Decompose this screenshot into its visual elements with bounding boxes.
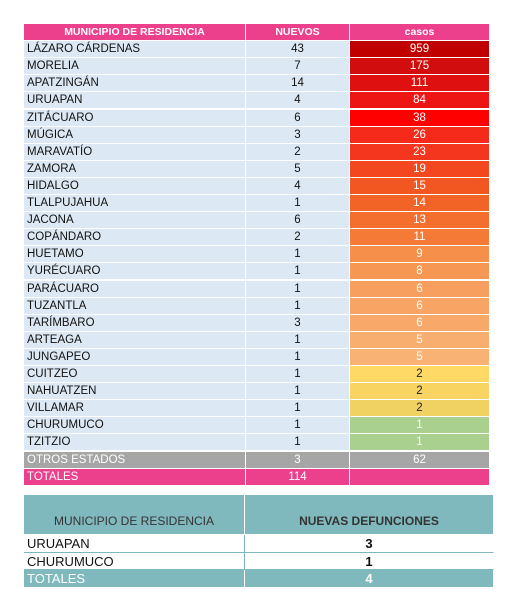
municipality: ZAMORA [24,160,246,178]
municipality: TLALPUJAHUA [24,195,246,213]
new-cases: 2 [246,143,350,161]
total-cases: 8 [350,263,490,281]
header-cell: MUNICIPIO DE RESIDENCIA [24,495,245,535]
municipality: HUETAMO [24,246,246,264]
header-cell: casos [350,24,490,42]
total-cases: 14 [350,195,490,213]
header-cell: NUEVOS [246,24,350,42]
total-cases: 38 [350,109,490,127]
total-cases: 84 [350,92,490,110]
total-cases: 19 [350,160,490,178]
new-cases: 1 [246,400,350,418]
new-cases: 1 [246,280,350,298]
new-cases: 1 [246,195,350,213]
total-cases: 5 [350,348,490,366]
municipality: ZITÁCUARO [24,109,246,127]
new-cases: 2 [246,229,350,247]
totals-deaths: 4 [245,570,494,588]
new-cases: 4 [246,177,350,195]
new-cases: 1 [246,246,350,264]
municipality: VILLAMAR [24,400,246,418]
totals-name: TOTALES [24,570,245,588]
new-cases: 7 [246,58,350,76]
new-cases: 1 [246,366,350,384]
municipality: JACONA [24,212,246,230]
municipality: URUAPAN [24,535,245,553]
municipality: MÚGICA [24,126,246,144]
total-cases: 5 [350,331,490,349]
total-cases: 1 [350,434,490,452]
municipality: TUZANTLA [24,297,246,315]
new-cases: 5 [246,160,350,178]
total-cases: 13 [350,212,490,230]
total-cases: 111 [350,75,490,93]
total-cases: 26 [350,126,490,144]
new-cases: 1 [246,348,350,366]
header-cell: NUEVAS DEFUNCIONES [245,495,494,535]
new-deaths: 3 [245,535,494,553]
municipality: URUAPAN [24,92,246,110]
new-cases: 1 [246,383,350,401]
total-cases: 23 [350,143,490,161]
municipality: JUNGAPEO [24,348,246,366]
total-cases: 15 [350,177,490,195]
new-cases: 1 [246,434,350,452]
header-cell: MUNICIPIO DE RESIDENCIA [24,24,246,42]
new-cases: 14 [246,75,350,93]
new-deaths: 1 [245,552,494,570]
new-cases: 1 [246,417,350,435]
new-cases: 3 [246,126,350,144]
municipality: NAHUATZEN [24,383,246,401]
new-cases: 6 [246,109,350,127]
total-cases: 2 [350,383,490,401]
municipality: APATZINGÁN [24,75,246,93]
new-cases: 1 [246,331,350,349]
municipality: CHURUMUCO [24,417,246,435]
municipality: CUITZEO [24,366,246,384]
new-cases: 6 [246,212,350,230]
municipality: HIDALGO [24,177,246,195]
total-cases: 11 [350,229,490,247]
total-cases: 9 [350,246,490,264]
new-cases: 4 [246,92,350,110]
new-cases: 1 [246,297,350,315]
totals-new: 114 [246,468,350,486]
total-cases: 1 [350,417,490,435]
total-cases: 6 [350,280,490,298]
new-cases: 43 [246,41,350,59]
total-cases: 2 [350,400,490,418]
municipality: TARÍMBARO [24,314,246,332]
municipality: CHURUMUCO [24,552,245,570]
municipality: PARÁCUARO [24,280,246,298]
municipality: COPÁNDARO [24,229,246,247]
total-cases: 175 [350,58,490,76]
totals-name: TOTALES [24,468,246,486]
new-cases: 1 [246,263,350,281]
total-cases: 6 [350,297,490,315]
other-new: 3 [246,451,350,469]
municipality: MORELIA [24,58,246,76]
municipality: ARTEAGA [24,331,246,349]
totals-empty [350,468,490,486]
municipality: TZITZIO [24,434,246,452]
municipality: LÁZARO CÁRDENAS [24,41,246,59]
total-cases: 6 [350,314,490,332]
other-name: OTROS ESTADOS [24,451,246,469]
municipality: MARAVATÍO [24,143,246,161]
municipality: YURÉCUARO [24,263,246,281]
new-cases: 3 [246,314,350,332]
total-cases: 2 [350,366,490,384]
other-cases: 62 [350,451,490,469]
total-cases: 959 [350,41,490,59]
